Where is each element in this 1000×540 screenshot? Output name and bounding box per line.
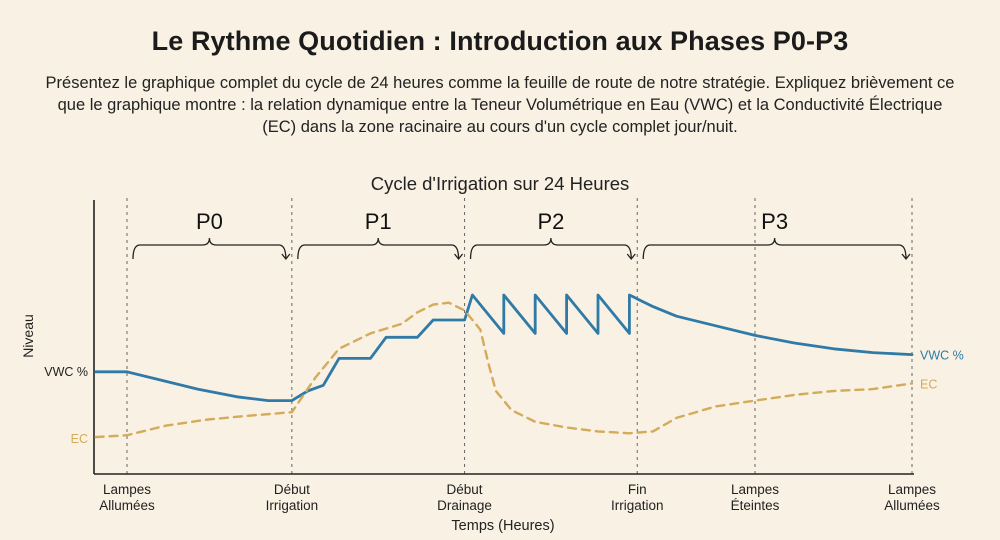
x-tick-label-line: Allumées (884, 498, 940, 513)
phase-bracket (642, 237, 907, 260)
intro-paragraph: Présentez le graphique complet du cycle … (45, 74, 955, 136)
x-tick-label-line: Éteintes (731, 498, 780, 513)
ec-series-line (94, 301, 914, 439)
phase-label: P0 (196, 209, 223, 234)
x-tick-label-line: Début (274, 482, 310, 497)
x-tick-label-line: Lampes (731, 482, 779, 497)
phase-bracket (132, 237, 287, 260)
x-tick-label: Lampes Éteintes (731, 482, 780, 513)
x-tick-label: Lampes Allumées (884, 482, 940, 513)
phase-label: P1 (365, 209, 392, 234)
y-side-labels: VWC % EC (44, 365, 88, 446)
phase-bracket-arrow (626, 253, 636, 261)
phase-bracket (297, 237, 460, 260)
phase-bracket-arrow (901, 253, 911, 261)
x-tick-label-line: Irrigation (266, 498, 319, 513)
phase-label: P2 (537, 209, 564, 234)
x-axis-label: Temps (Heures) (451, 518, 554, 534)
x-tick-label-line: Fin (628, 482, 647, 497)
x-tick-label: Fin Irrigation (611, 482, 664, 513)
page-title: Le Rythme Quotidien : Introduction aux P… (151, 26, 849, 56)
phase-bracket (469, 237, 632, 260)
phase-bracket-arrow (281, 253, 291, 261)
vwc-end-label: VWC % (920, 349, 964, 363)
chart-title: Cycle d'Irrigation sur 24 Heures (371, 173, 630, 194)
x-tick-label-line: Drainage (437, 498, 492, 513)
y-axis-label: Niveau (20, 314, 36, 358)
vwc-axis-label: VWC % (44, 365, 88, 379)
x-tick-label-line: Lampes (888, 482, 936, 497)
vwc-series-line (94, 293, 914, 402)
x-tick-label: Lampes Allumées (99, 482, 155, 513)
x-tick-label-line: Irrigation (611, 498, 664, 513)
phase-label: P3 (761, 209, 788, 234)
plot-area: VWC % EC (94, 293, 964, 439)
x-tick-label-line: Allumées (99, 498, 155, 513)
ec-end-label: EC (920, 377, 937, 391)
axes (93, 200, 914, 475)
phase-brackets: P0 P1 P2 P3 (132, 209, 911, 261)
phase-bracket-arrow (454, 253, 464, 261)
ec-axis-label: EC (71, 432, 88, 446)
x-tick-label: Début Drainage (437, 482, 492, 513)
x-tick-label: Début Irrigation (266, 482, 319, 513)
event-guides (126, 198, 913, 474)
x-tick-label-line: Lampes (103, 482, 151, 497)
x-tick-label-line: Début (447, 482, 483, 497)
